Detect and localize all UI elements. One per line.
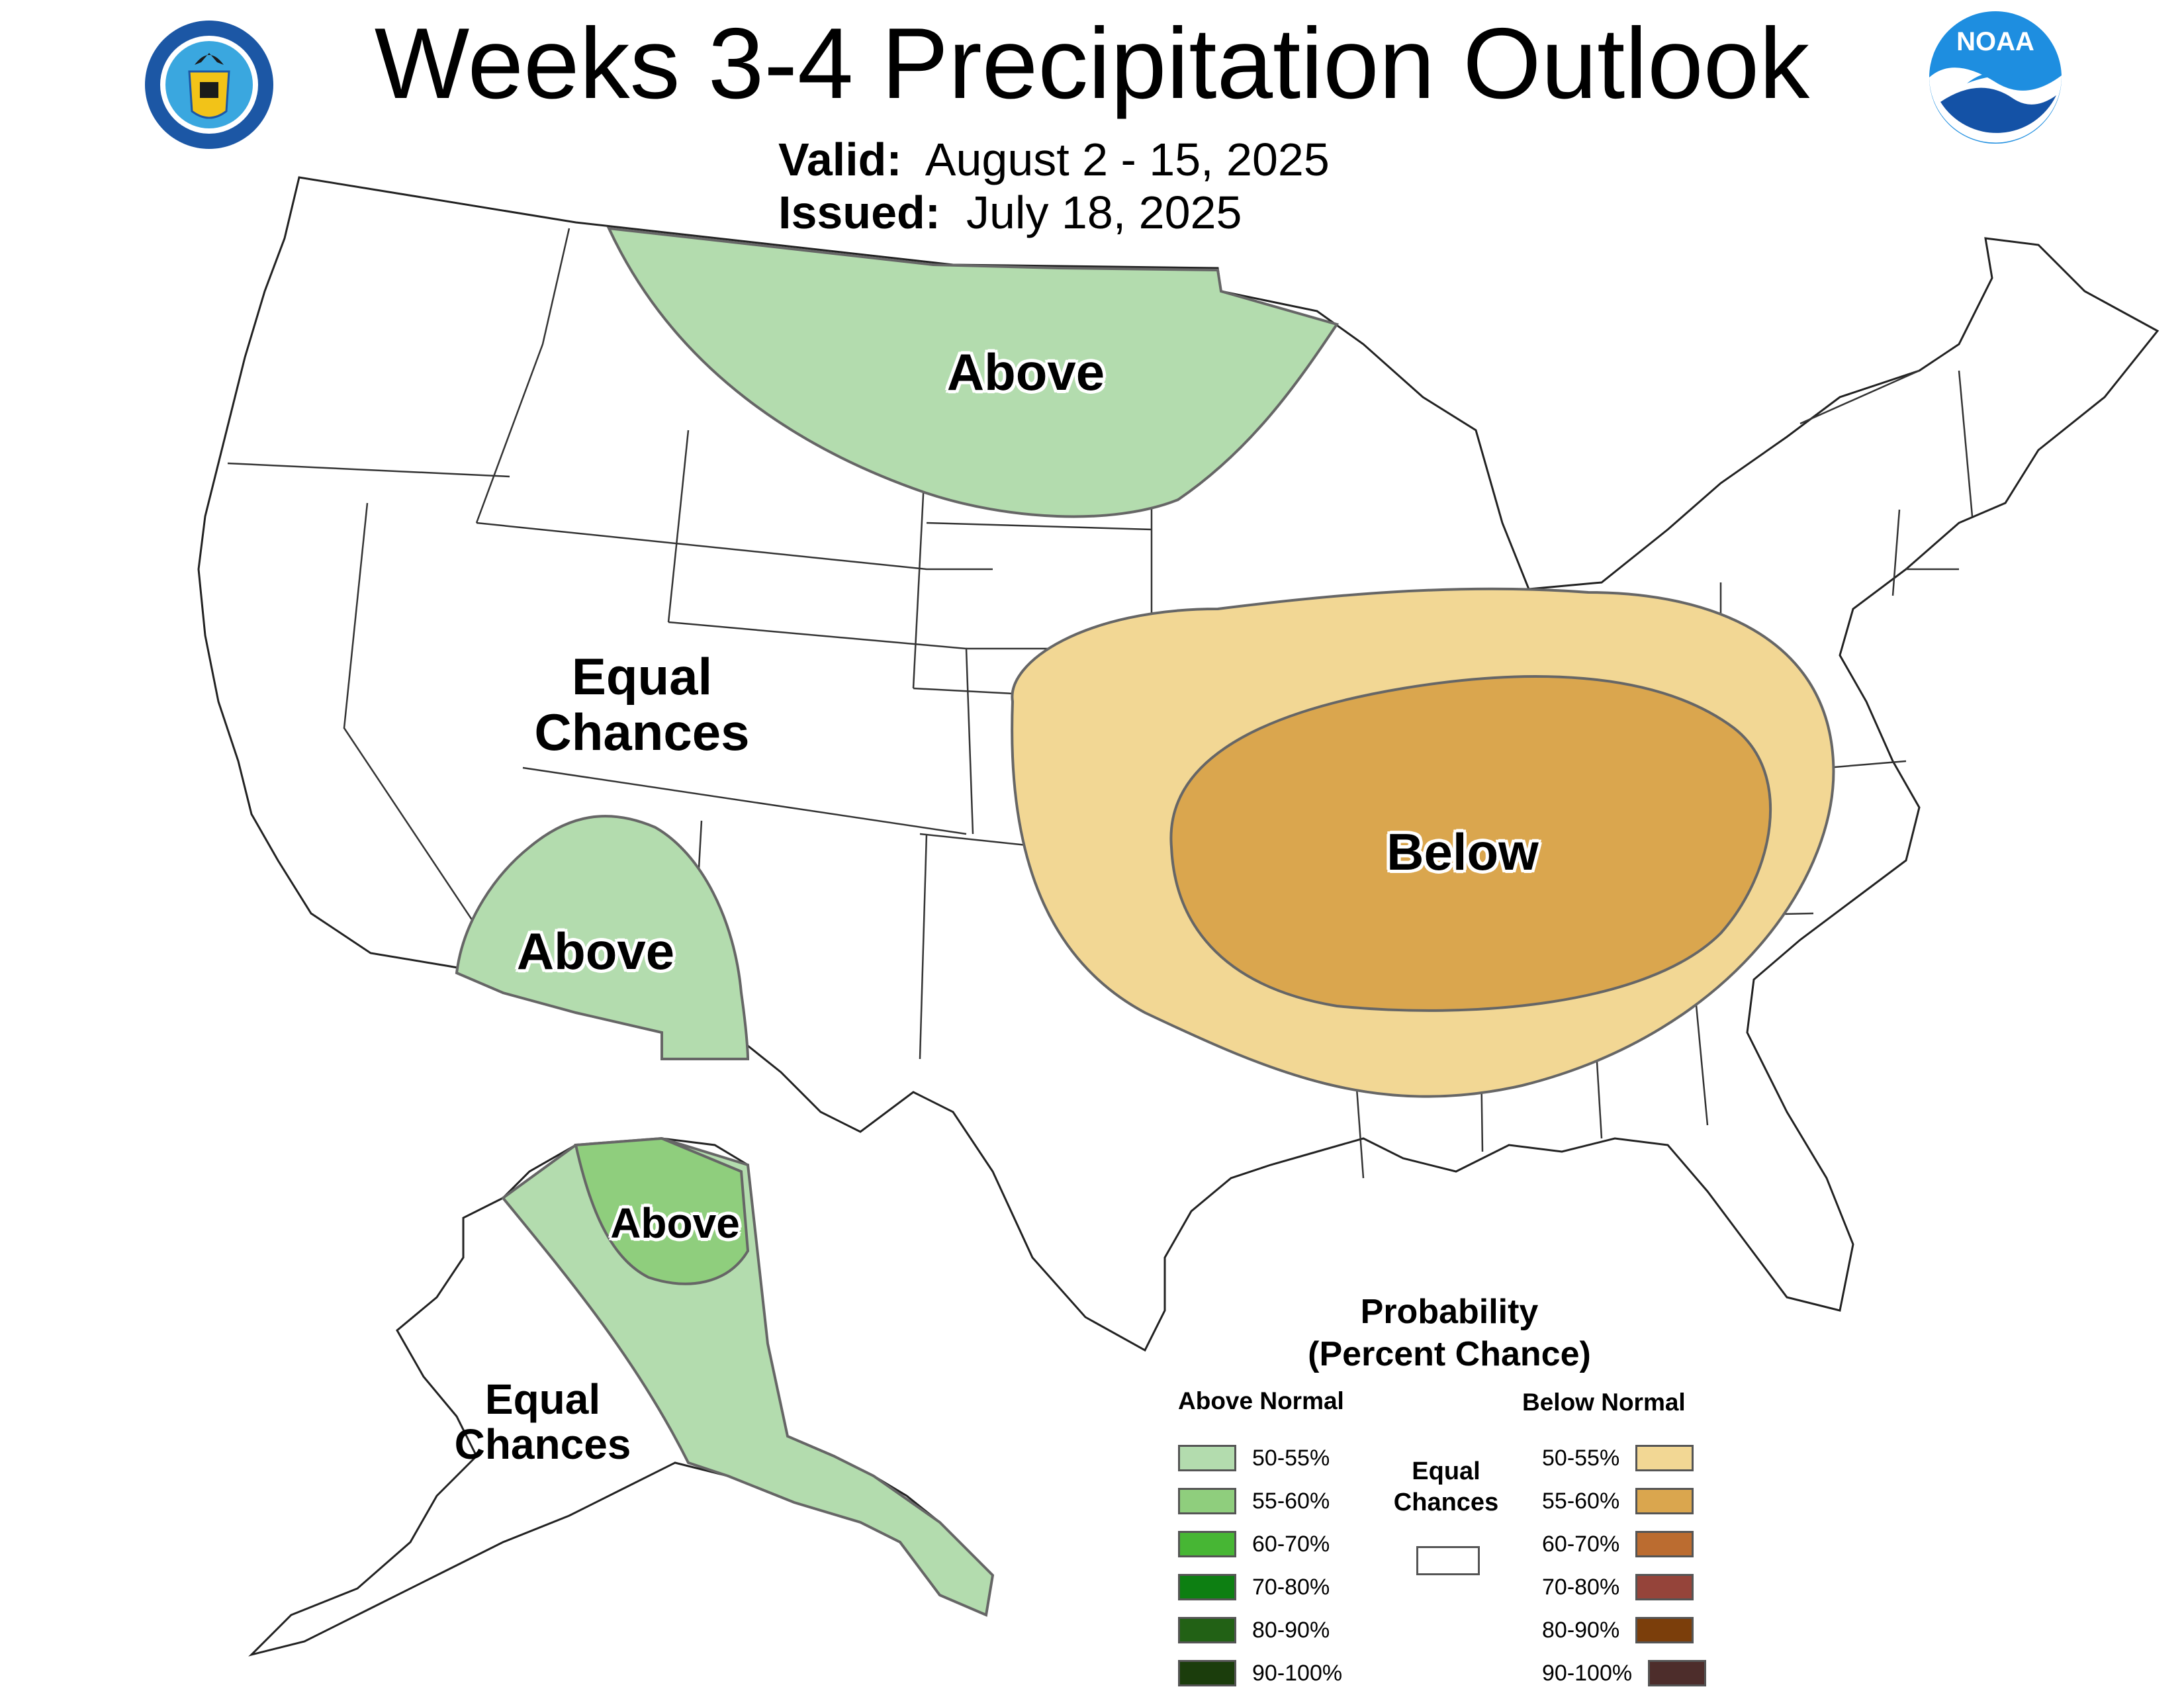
legend-title: Probability (Percent Chance) bbox=[1218, 1291, 1681, 1375]
label-equal-chances-west-line1: Equal bbox=[571, 647, 713, 706]
legend-below-header: Below Normal bbox=[1522, 1389, 1686, 1416]
legend-below-row: 50-55% bbox=[1542, 1443, 1706, 1473]
legend-above-row: 90-100% bbox=[1178, 1658, 1342, 1688]
legend-above-swatch bbox=[1178, 1488, 1236, 1514]
valid-dates: Valid: August 2 - 15, 2025 bbox=[778, 134, 1330, 185]
legend-above-label: 70-80% bbox=[1252, 1574, 1330, 1600]
legend-below-swatch bbox=[1635, 1574, 1694, 1600]
legend-below-row: 60-70% bbox=[1542, 1529, 1706, 1559]
legend-below-swatch bbox=[1635, 1445, 1694, 1471]
legend-above-swatch bbox=[1178, 1445, 1236, 1471]
legend-below-row: 70-80% bbox=[1542, 1572, 1706, 1602]
label-above-alaska: Above bbox=[610, 1199, 740, 1247]
label-equal-chances-alaska: Equal Chances bbox=[424, 1377, 662, 1467]
label-equal-chances-alaska-line2: Chances bbox=[454, 1420, 631, 1468]
legend-below-list: 50-55% 55-60% 60-70% 70-80% 80-90% 90-100% bbox=[1542, 1443, 1707, 1701]
legend-below-row: 55-60% bbox=[1542, 1486, 1706, 1516]
legend-below-label: 50-55% bbox=[1542, 1445, 1620, 1471]
map-title: Weeks 3-4 Precipitation Outlook bbox=[374, 7, 1810, 120]
legend-title-line2: (Percent Chance) bbox=[1308, 1335, 1591, 1373]
legend-below-row: 80-90% bbox=[1542, 1615, 1706, 1645]
legend-above-swatch bbox=[1178, 1574, 1236, 1600]
legend-above-row: 70-80% bbox=[1178, 1572, 1342, 1602]
legend-title-line1: Probability bbox=[1360, 1293, 1539, 1331]
legend-above-row: 50-55% bbox=[1178, 1443, 1342, 1473]
legend-below-row: 90-100% bbox=[1542, 1658, 1707, 1688]
issued-value: July 18, 2025 bbox=[966, 187, 1242, 238]
legend-below-swatch bbox=[1635, 1488, 1694, 1514]
below-55-60-region bbox=[1169, 675, 1772, 1012]
legend-equal-chances-label: Equal Chances bbox=[1373, 1456, 1519, 1518]
issued-label: Issued: bbox=[778, 187, 941, 238]
legend-above-swatch bbox=[1178, 1531, 1236, 1557]
legend-above-label: 80-90% bbox=[1252, 1617, 1330, 1643]
legend-below-label: 60-70% bbox=[1542, 1531, 1620, 1557]
valid-value: August 2 - 15, 2025 bbox=[925, 134, 1330, 185]
legend-ec-line1: Equal bbox=[1412, 1457, 1480, 1485]
label-equal-chances-alaska-line1: Equal bbox=[484, 1375, 601, 1423]
legend-above-label: 60-70% bbox=[1252, 1531, 1330, 1557]
above-north-plains-region bbox=[606, 226, 1340, 518]
label-equal-chances-west: Equal Chances bbox=[510, 649, 774, 760]
legend-below-label: 80-90% bbox=[1542, 1617, 1620, 1643]
legend-above-label: 50-55% bbox=[1252, 1445, 1330, 1471]
legend-above-row: 80-90% bbox=[1178, 1615, 1342, 1645]
legend-ec-line2: Chances bbox=[1393, 1489, 1499, 1516]
noaa-logo-text: NOAA bbox=[1956, 27, 2034, 56]
legend-below-swatch bbox=[1635, 1617, 1694, 1643]
issued-date: Issued: July 18, 2025 bbox=[778, 187, 1242, 238]
legend-above-list: 50-55% 55-60% 60-70% 70-80% 80-90% 90-100% bbox=[1178, 1443, 1342, 1701]
alaska-above-55-60-region bbox=[574, 1136, 750, 1285]
label-equal-chances-west-line2: Chances bbox=[534, 703, 750, 761]
legend-above-header: Above Normal bbox=[1178, 1387, 1344, 1414]
legend-above-label: 55-60% bbox=[1252, 1488, 1330, 1514]
legend-above-row: 55-60% bbox=[1178, 1486, 1342, 1516]
legend-below-swatch bbox=[1648, 1660, 1707, 1686]
legend-above-label: 90-100% bbox=[1252, 1660, 1343, 1686]
label-below-central: Below bbox=[1387, 823, 1539, 881]
legend-equal-chances-swatch bbox=[1416, 1546, 1480, 1575]
legend-below-swatch bbox=[1635, 1531, 1694, 1557]
above-southwest-region bbox=[455, 815, 750, 1060]
commerce-seal-logo bbox=[143, 19, 275, 151]
noaa-logo: NOAA bbox=[1927, 9, 2064, 146]
legend-below-label: 55-60% bbox=[1542, 1488, 1620, 1514]
legend-above-row: 60-70% bbox=[1178, 1529, 1342, 1559]
legend-below-label: 70-80% bbox=[1542, 1574, 1620, 1600]
label-above-north-plains: Above bbox=[946, 343, 1105, 401]
label-above-southwest: Above bbox=[516, 922, 675, 980]
valid-label: Valid: bbox=[778, 134, 902, 185]
legend-above-swatch bbox=[1178, 1617, 1236, 1643]
legend-above-swatch bbox=[1178, 1660, 1236, 1686]
legend-below-label: 90-100% bbox=[1542, 1660, 1633, 1686]
